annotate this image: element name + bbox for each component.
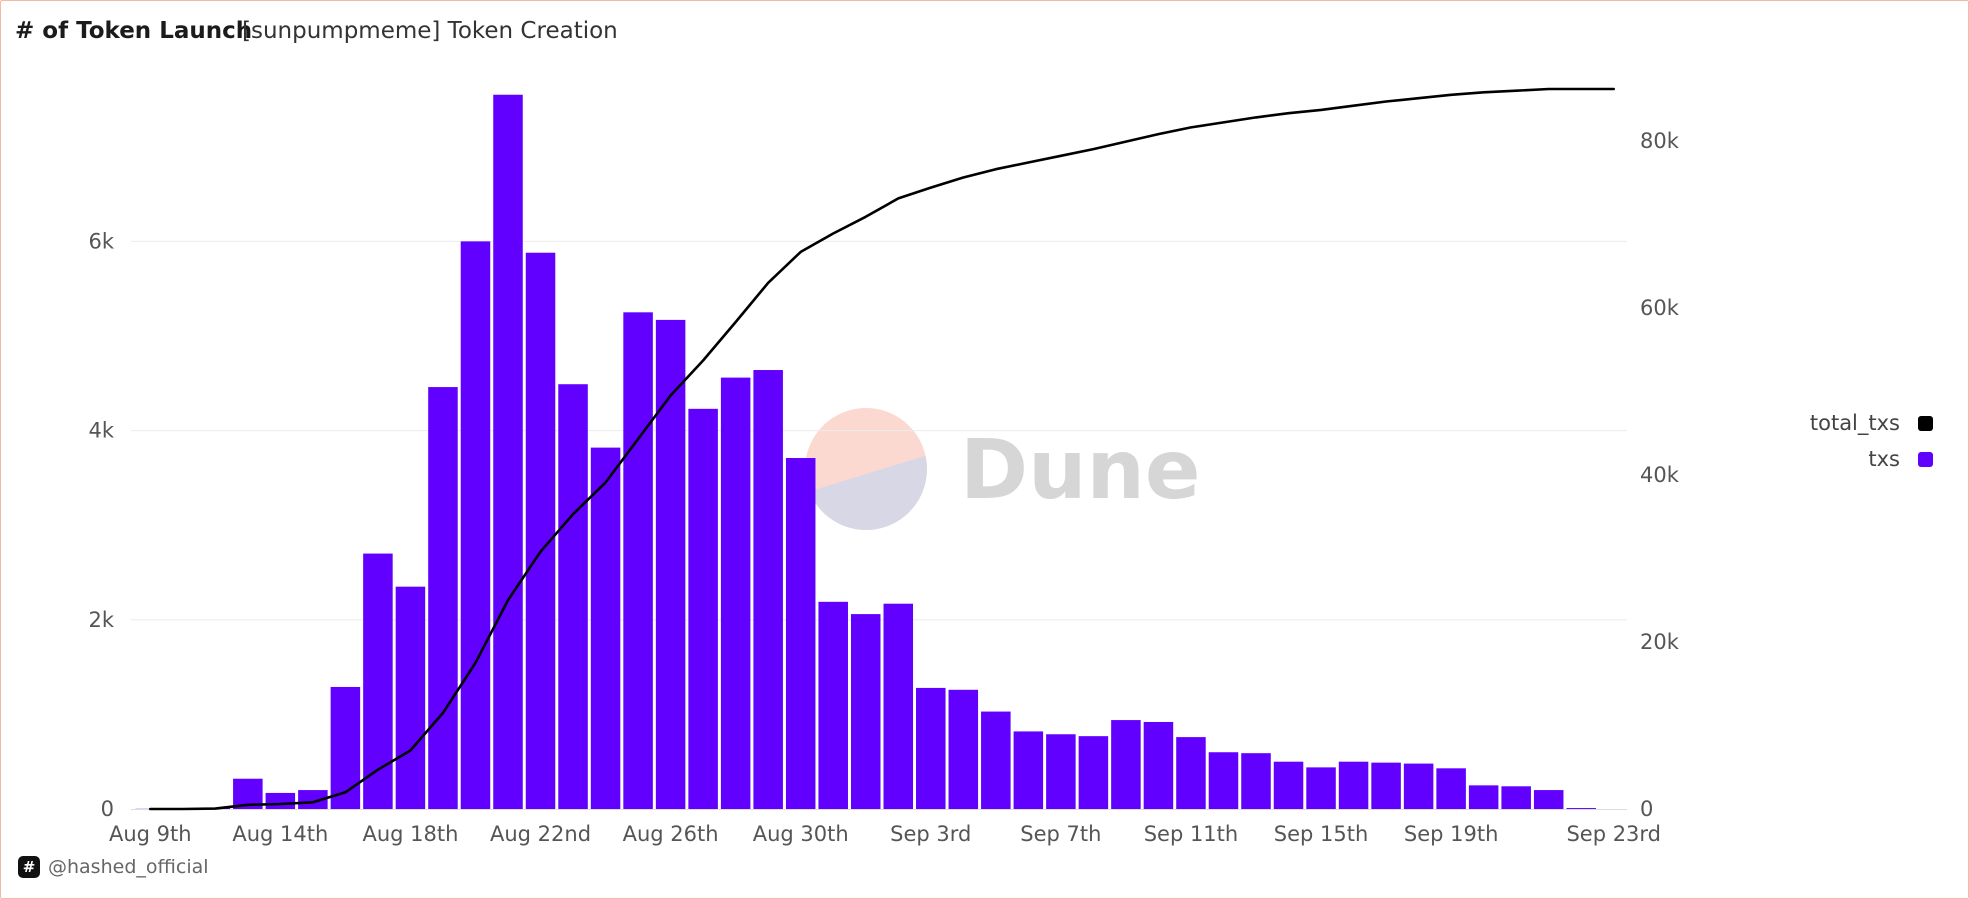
line-total-txs[interactable] [149,87,1615,811]
bar-aug-26th[interactable] [688,408,718,809]
legend-label-txs: txs [1868,447,1900,471]
grid-lines [131,240,1627,810]
bar-aug-27th[interactable] [720,377,751,809]
bar-sep-6th[interactable] [1046,734,1076,809]
y-left-tick-label-1: 2k [88,608,114,632]
bar-aug-21st[interactable] [525,252,556,809]
bar-sep-2nd[interactable] [916,687,946,809]
bar-sep-14th[interactable] [1306,767,1336,809]
bar-sep-10th[interactable] [1176,737,1206,809]
bar-sep-20th[interactable] [1501,786,1531,809]
bar-aug-22nd[interactable] [558,384,588,809]
y-right-tick-label-3: 60k [1640,296,1680,320]
x-tick-label-2: Aug 18th [362,822,458,846]
bar-sep-11th[interactable] [1208,752,1239,809]
x-tick-label-9: Sep 15th [1274,822,1369,846]
bar-sep-18th[interactable] [1436,768,1466,809]
y-left-tick-label-3: 6k [88,229,114,253]
chart-subtitle: [sunpumpmeme] Token Creation [242,18,618,44]
bar-sep-8th[interactable] [1111,720,1141,809]
bar-aug-31st[interactable] [850,614,881,809]
bar-sep-1st[interactable] [883,603,914,809]
bar-sep-4th[interactable] [981,711,1011,809]
bar-sep-15th[interactable] [1338,761,1369,809]
y-axis-left: 0 2k 4k 6k [88,229,114,821]
bar-aug-15th[interactable] [330,686,361,809]
bar-sep-7th[interactable] [1078,736,1109,809]
x-tick-label-11: Sep 23rd [1566,822,1661,846]
hash-icon: # [18,856,40,878]
credit: # @hashed_official [18,856,209,878]
bar-aug-29th[interactable] [785,458,816,809]
bar-aug-23rd[interactable] [590,447,621,809]
dune-watermark-text: Dune [960,423,1200,518]
y-axis-right: 0 20k 40k 60k 80k [1640,129,1680,821]
y-left-tick-label-2: 4k [88,419,114,443]
x-tick-label-0: Aug 9th [109,822,192,846]
legend-swatch-txs[interactable] [1918,452,1933,467]
bar-sep-9th[interactable] [1143,721,1174,809]
bar-aug-17th[interactable] [395,586,426,809]
y-right-tick-label-2: 40k [1640,463,1680,487]
bar-aug-30th[interactable] [818,601,848,809]
bar-sep-21st[interactable] [1533,790,1564,809]
dune-logo-bottom [809,455,928,531]
y-left-tick-label-0: 0 [101,797,114,821]
x-tick-label-6: Sep 3rd [890,822,971,846]
legend-swatch-total-txs[interactable] [1918,416,1933,431]
legend-label-total-txs: total_txs [1810,411,1900,436]
bar-aug-28th[interactable] [753,370,783,809]
bar-sep-16th[interactable] [1371,762,1401,809]
bar-aug-20th[interactable] [493,94,523,809]
x-tick-label-10: Sep 19th [1404,822,1499,846]
bar-aug-16th[interactable] [363,553,393,809]
y-right-tick-label-1: 20k [1640,630,1680,654]
bar-sep-19th[interactable] [1468,785,1499,809]
bar-aug-14th[interactable] [298,790,328,809]
credit-handle[interactable]: @hashed_official [48,856,209,878]
bar-sep-13th[interactable] [1273,761,1304,809]
bar-aug-24th[interactable] [623,312,653,809]
y-right-tick-label-4: 80k [1640,129,1680,153]
x-tick-label-8: Sep 11th [1144,822,1239,846]
bar-sep-5th[interactable] [1013,731,1044,809]
bar-sep-22nd[interactable] [1566,808,1596,809]
line-series-total-txs [149,87,1615,811]
bar-sep-12th[interactable] [1241,753,1271,809]
bar-sep-17th[interactable] [1403,763,1434,809]
x-tick-label-1: Aug 14th [232,822,328,846]
bar-aug-13th[interactable] [265,792,296,809]
dune-watermark: Dune [805,408,1200,531]
bar-aug-18th[interactable] [428,387,458,809]
bar-sep-3rd[interactable] [948,689,979,809]
chart-title: # of Token Launch [15,18,253,44]
x-tick-label-7: Sep 7th [1020,822,1101,846]
bars-series-txs [135,94,1596,810]
y-right-tick-label-0: 0 [1640,797,1653,821]
bar-aug-19th[interactable] [460,241,491,810]
x-axis: Aug 9th Aug 14th Aug 18th Aug 22nd Aug 26th A… [109,822,1661,846]
bar-aug-25th[interactable] [655,319,686,809]
x-tick-label-4: Aug 26th [623,822,719,846]
x-tick-label-3: Aug 22nd [490,822,591,846]
x-tick-label-5: Aug 30th [753,822,849,846]
